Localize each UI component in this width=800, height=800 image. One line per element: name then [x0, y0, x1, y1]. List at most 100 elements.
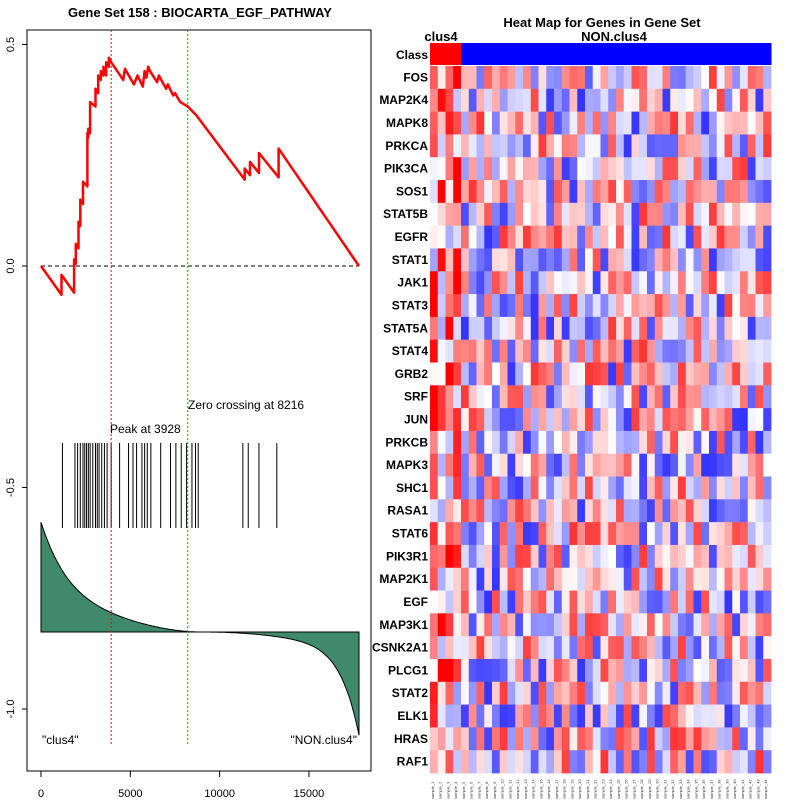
heatmap-cell [546, 294, 555, 318]
heatmap-cell [763, 316, 772, 341]
heatmap-cell [662, 567, 671, 591]
heatmap-cell [701, 658, 710, 683]
heatmap-cell [747, 499, 756, 523]
heatmap-cell [476, 681, 485, 705]
heatmap-cell [523, 658, 532, 683]
heatmap-cell [453, 453, 462, 477]
heatmap-cell [670, 362, 679, 386]
heatmap-cell [530, 134, 539, 158]
heatmap-cell [453, 544, 462, 569]
heatmap-cell [437, 613, 446, 637]
heatmap-cell [724, 476, 733, 500]
heatmap-cell [445, 362, 454, 386]
heatmap-cell [654, 111, 663, 135]
heatmap-cell [523, 522, 532, 546]
heatmap-cell [685, 476, 694, 500]
heatmap-cell [716, 66, 725, 90]
heatmap-cell [639, 658, 648, 683]
heatmap-cell [670, 522, 679, 546]
heatmap-cell [747, 111, 756, 135]
heatmap-cell [608, 111, 617, 135]
left-class-label: "clus4" [42, 733, 79, 747]
heatmap-cell [670, 476, 679, 500]
heatmap-cell [623, 248, 632, 272]
heatmap-cell [616, 430, 625, 455]
heatmap-cell [585, 66, 594, 90]
heatmap-cell [453, 681, 462, 705]
heatmap-cell [546, 271, 555, 295]
heatmap-cell [755, 202, 764, 227]
heatmap-cell [701, 362, 710, 386]
heatmap-cell [631, 134, 640, 158]
heatmap-cell [430, 88, 439, 113]
heatmap-cell [561, 476, 570, 500]
heatmap-cell [631, 202, 640, 227]
heatmap-cell [600, 66, 609, 90]
heatmap-cell [577, 180, 586, 204]
heatmap-cell [755, 248, 764, 272]
heatmap-cell [616, 294, 625, 318]
heatmap-cell [608, 294, 617, 318]
heatmap-cell [461, 294, 470, 318]
heatmap-cell [437, 681, 446, 705]
heatmap-cell [647, 750, 656, 774]
heatmap-cell [515, 613, 524, 637]
heatmap-cell [585, 727, 594, 751]
heatmap-cell [747, 271, 756, 295]
heatmap-cell [515, 522, 524, 546]
heatmap-cell [600, 476, 609, 500]
heatmap-cell [445, 544, 454, 569]
heatmap-cell [592, 225, 601, 249]
heatmap-cell [507, 727, 516, 751]
heatmap-cell [600, 385, 609, 409]
heatmap-cell [678, 294, 687, 318]
heatmap-cell [639, 544, 648, 569]
heatmap-cell [678, 157, 687, 181]
heatmap-cell [585, 134, 594, 158]
heatmap-cell [577, 294, 586, 318]
heatmap-cell [763, 590, 772, 614]
heatmap-cell [538, 567, 547, 591]
heatmap-cell [662, 385, 671, 409]
heatmap-cell [678, 88, 687, 113]
heatmap-cell [430, 225, 439, 249]
heatmap-cell [453, 225, 462, 249]
heatmap-cell [592, 613, 601, 637]
heatmap-cell [709, 157, 718, 181]
heatmap-cell [569, 590, 578, 614]
gene-label: GRB2 [395, 367, 429, 381]
heatmap-cell [453, 750, 462, 774]
heatmap-cell [693, 202, 702, 227]
heatmap-cell [484, 544, 493, 569]
heatmap-cell [530, 225, 539, 249]
heatmap-cell [616, 111, 625, 135]
heatmap-cell [623, 180, 632, 204]
heatmap-cell [755, 66, 764, 90]
heatmap-cell [763, 157, 772, 181]
heatmap-cell [468, 248, 477, 272]
heatmap-cell [639, 225, 648, 249]
heatmap-cell [577, 88, 586, 113]
heatmap-cell [631, 88, 640, 113]
heatmap-cell [461, 727, 470, 751]
heatmap-cell [445, 430, 454, 455]
sample-label: sample_17 [554, 779, 559, 799]
heatmap-cell [740, 750, 749, 774]
heatmap-cell [561, 339, 570, 363]
heatmap-cell [577, 453, 586, 477]
heatmap-cell [693, 180, 702, 204]
heatmap-cell [538, 88, 547, 113]
heatmap-cell [499, 180, 508, 204]
heatmap-cell [631, 681, 640, 705]
heatmap-cell [561, 202, 570, 227]
heatmap-cell [716, 750, 725, 774]
heatmap-cell [468, 362, 477, 386]
heatmap-cell [639, 567, 648, 591]
heatmap-cell [538, 453, 547, 477]
heatmap-cell [685, 499, 694, 523]
heatmap-cell [724, 408, 733, 432]
heatmap-cell [507, 544, 516, 569]
heatmap-cell [732, 567, 741, 591]
gene-label: PIK3CA [384, 162, 428, 176]
heatmap-cell [670, 248, 679, 272]
